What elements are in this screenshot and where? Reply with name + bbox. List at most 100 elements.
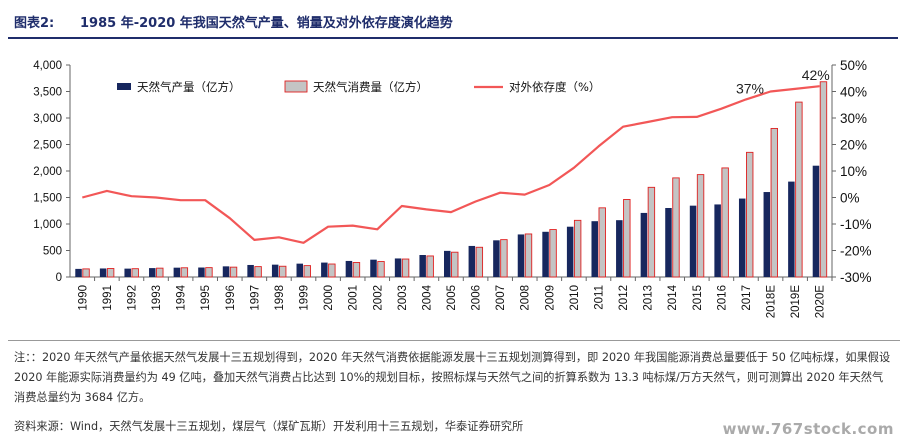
consumption-bar [672, 177, 680, 278]
production-bar [345, 260, 353, 277]
consumption-bar [524, 233, 533, 278]
consumption-bar [229, 266, 238, 278]
production-bar [444, 250, 451, 277]
production-bar [517, 234, 525, 277]
production-bar [788, 181, 795, 277]
right-tick-label: 10% [840, 164, 867, 179]
consumption-bar [746, 151, 754, 278]
consumption-bar [278, 265, 287, 278]
left-tick-label: 1,500 [33, 193, 62, 205]
x-tick-label: 1998 [274, 285, 286, 311]
x-tick-label: 1997 [249, 285, 261, 311]
x-tick-label: 2001 [348, 285, 360, 311]
production-bar [99, 268, 107, 277]
production-bar [468, 245, 476, 277]
x-tick-label: 2015 [692, 285, 704, 311]
production-bar [75, 268, 82, 277]
x-tick-label: 1990 [77, 285, 89, 311]
x-tick-label: 2002 [372, 285, 384, 311]
x-tick-label: 2014 [667, 284, 679, 310]
production-bar [566, 226, 574, 277]
consumption-bar [401, 258, 410, 278]
production-bar [640, 212, 648, 277]
production-bar [419, 255, 426, 277]
legend-consumption-swatch [284, 80, 308, 93]
x-tick-label: 2017 [741, 285, 753, 311]
x-tick-label: 1994 [176, 284, 188, 310]
figure-title: 1985 年-2020 年我国天然气产量、销量及对外依存度演化趋势 [80, 16, 453, 31]
right-tick-label: -30% [840, 270, 872, 285]
x-tick-label: 2004 [421, 284, 433, 310]
left-tick-label: 1,000 [33, 219, 62, 231]
x-tick-label: 2007 [495, 285, 507, 311]
production-consumption-chart: 0 500 1,000 1,500 2,000 2,500 3,000 3,500 4,000 -… [33, 58, 872, 319]
production-bar [714, 204, 721, 277]
production-bar [222, 266, 230, 277]
production-bar [321, 262, 328, 277]
consumption-bar [721, 167, 729, 278]
consumption-bar [623, 199, 631, 278]
x-tick-label: 1991 [102, 285, 114, 311]
x-tick-label: 1992 [126, 285, 138, 311]
consumption-bar [598, 207, 606, 278]
chart-notes: 注：：2020 年天然气产量依据天然气发展十三五规划得到，2020 年天然气消费… [14, 351, 891, 404]
dependency-line [82, 85, 820, 244]
consumption-bar [377, 261, 385, 278]
right-tick-label: -20% [840, 244, 872, 259]
right-tick-label: 0% [840, 191, 860, 206]
watermark: www.767stock.com [722, 420, 894, 438]
consumption-bar [205, 267, 213, 278]
production-bar [296, 263, 304, 277]
x-tick-label: 2010 [569, 285, 581, 311]
production-bar [149, 268, 156, 277]
notes-divider [8, 340, 900, 341]
chart-source: 资料来源：Wind，天然气发展十三五规划，煤层气（煤矿瓦斯）开发利用十三五规划，… [14, 420, 524, 433]
x-tick-label: 2016 [716, 285, 728, 311]
production-bar [689, 205, 697, 277]
consumption-bar [352, 262, 361, 278]
consumption-bar [254, 266, 262, 278]
consumption-bar [696, 174, 705, 278]
production-bar [493, 240, 500, 277]
legend-production-label: 天然气产量（亿方） [137, 80, 241, 94]
x-tick-label: 2006 [471, 285, 483, 311]
left-tick-label: 2,000 [33, 166, 62, 178]
production-bar [665, 207, 672, 277]
consumption-bar [328, 263, 336, 278]
production-bar [394, 258, 402, 277]
x-tick-label: 2011 [593, 285, 605, 310]
right-tick-label: 30% [840, 111, 867, 126]
consumption-bar [156, 267, 164, 278]
x-tick-label: 2013 [643, 285, 655, 311]
dependency-annotation: 42% [802, 67, 830, 83]
consumption-bar [131, 268, 139, 278]
consumption-bar [770, 127, 778, 278]
production-bar [738, 198, 746, 277]
x-tick-label: 2012 [618, 285, 630, 311]
consumption-bar [180, 267, 189, 278]
production-bar [542, 231, 549, 277]
left-tick-label: 4,000 [33, 60, 62, 72]
consumption-bar [549, 229, 557, 278]
consumption-bar [819, 81, 828, 278]
x-tick-label: 2000 [323, 285, 335, 311]
production-bar [812, 165, 820, 277]
x-tick-label: 1993 [151, 285, 163, 311]
header-rule [8, 37, 898, 39]
production-bar [271, 264, 279, 277]
consumption-bar [451, 251, 459, 278]
left-tick-label: 500 [43, 246, 62, 258]
x-tick-label: 2003 [397, 285, 409, 311]
right-tick-label: 40% [840, 85, 867, 100]
consumption-bar [500, 239, 508, 278]
consumption-bar [303, 265, 311, 278]
consumption-bar [106, 268, 115, 278]
consumption-bar [647, 186, 656, 278]
x-tick-label: 2018E [766, 285, 778, 319]
x-tick-label: 1999 [299, 285, 311, 311]
legend-dependency-label: 对外依存度（%） [509, 80, 600, 94]
right-tick-label: -10% [840, 217, 872, 232]
left-tick-label: 2,500 [33, 140, 62, 152]
production-bar [198, 267, 205, 277]
consumption-bar [475, 246, 484, 278]
